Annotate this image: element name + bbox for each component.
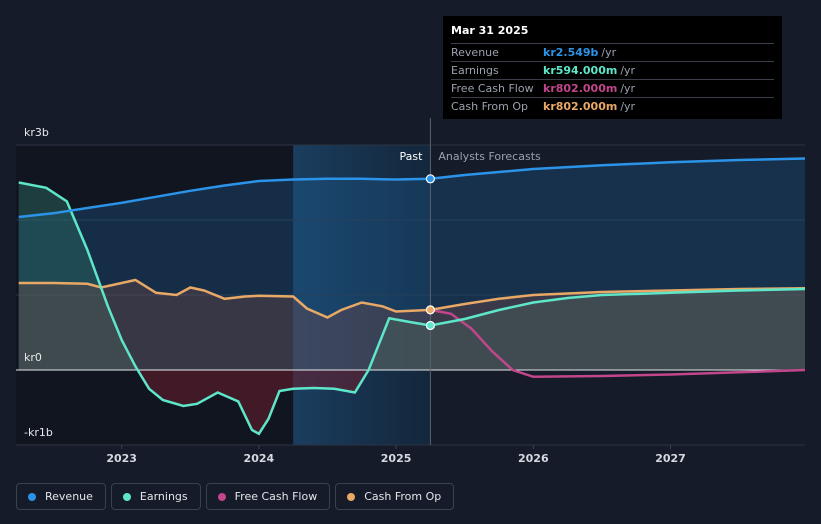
tooltip: Mar 31 2025 Revenue kr2.549b /yr Earning… — [443, 16, 782, 119]
marker-revenue — [425, 174, 435, 184]
tooltip-unit: /yr — [620, 64, 636, 77]
x-tick-label: 2023 — [106, 452, 137, 465]
legend-dot-icon — [122, 492, 131, 501]
tooltip-row-free-cash-flow: Free Cash Flow kr802.000m /yr — [451, 79, 774, 97]
tooltip-value: kr802.000m — [543, 82, 618, 95]
legend-label: Free Cash Flow — [234, 490, 318, 503]
tooltip-label: Free Cash Flow — [451, 82, 534, 95]
x-tick-label: 2025 — [381, 452, 412, 465]
legend-dot-icon — [217, 492, 226, 501]
tooltip-label: Revenue — [451, 46, 499, 59]
legend: Revenue Earnings Free Cash Flow Cash Fro… — [16, 483, 455, 510]
line-revenue — [18, 157, 806, 219]
tooltip-unit: /yr — [620, 82, 636, 95]
area-cash-from-op — [18, 280, 805, 370]
y-tick-label: kr3b — [24, 126, 49, 139]
x-tick-label: 2027 — [655, 452, 686, 465]
tooltip-value: kr802.000m — [543, 100, 618, 113]
legend-item-earnings[interactable]: Earnings — [110, 483, 201, 510]
y-tick-label: -kr1b — [24, 426, 53, 439]
legend-item-revenue[interactable]: Revenue — [16, 483, 106, 510]
line-earnings — [18, 181, 806, 436]
tooltip-unit: /yr — [620, 100, 636, 113]
x-tick-label: 2024 — [244, 452, 275, 465]
tooltip-row-revenue: Revenue kr2.549b /yr — [451, 43, 774, 61]
legend-dot-icon — [347, 492, 356, 501]
forecast-label: Analysts Forecasts — [438, 150, 541, 163]
tooltip-date: Mar 31 2025 — [451, 24, 529, 37]
tooltip-value: kr594.000m — [543, 64, 618, 77]
line-free-cash-flow — [430, 308, 806, 379]
tooltip-label: Earnings — [451, 64, 499, 77]
line-cash-from-op — [18, 278, 806, 319]
marker-earnings — [425, 320, 435, 331]
legend-label: Revenue — [45, 490, 93, 503]
y-tick-label: kr0 — [24, 351, 42, 364]
area-earnings-positive — [18, 182, 805, 370]
legend-item-free-cash-flow[interactable]: Free Cash Flow — [205, 483, 331, 510]
tooltip-unit: /yr — [601, 46, 617, 59]
tooltip-row-earnings: Earnings kr594.000m /yr — [451, 61, 774, 79]
area-revenue — [18, 158, 805, 370]
tooltip-value: kr2.549b — [543, 46, 599, 59]
marker-cash-from-op — [425, 305, 435, 315]
past-label: Past — [399, 150, 423, 163]
legend-item-cash-from-op[interactable]: Cash From Op — [335, 483, 455, 510]
x-tick-label: 2026 — [518, 452, 549, 465]
legend-label: Cash From Op — [364, 490, 442, 503]
tooltip-row-cash-from-op: Cash From Op kr802.000m /yr — [451, 97, 774, 115]
legend-dot-icon — [28, 492, 36, 501]
area-earnings-negative — [18, 370, 805, 434]
tooltip-label: Cash From Op — [451, 100, 529, 113]
legend-label: Earnings — [139, 490, 188, 503]
